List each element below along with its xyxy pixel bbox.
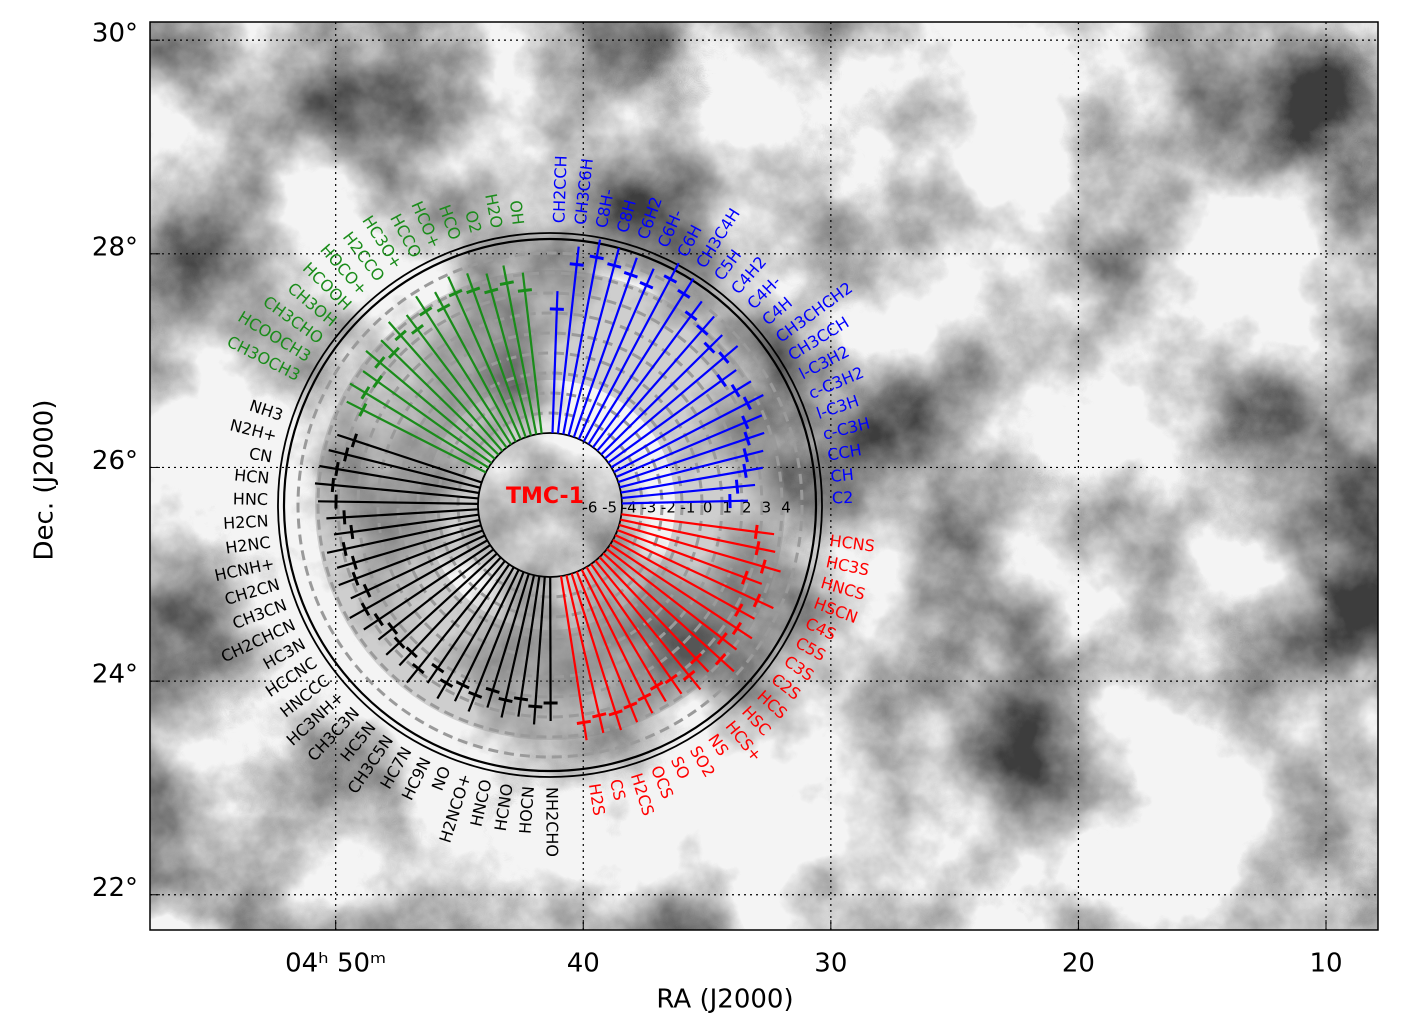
molecule-label: H2CN xyxy=(223,511,269,533)
abundance-marker xyxy=(736,480,737,494)
x-tick-label: 04ʰ 50ᵐ xyxy=(285,949,386,979)
abundance-marker xyxy=(577,721,591,723)
abundance-marker xyxy=(332,478,333,492)
abundance-marker xyxy=(528,706,542,707)
molecule-label: CH2CCH xyxy=(549,155,570,223)
molecule-label: CH xyxy=(830,465,855,486)
abundance-marker xyxy=(755,525,757,539)
radial-tick-label: -6 xyxy=(583,499,598,517)
x-axis-title: RA (J2000) xyxy=(656,985,793,1015)
molecule-label: OH xyxy=(506,199,528,226)
y-axis-title: Dec. (J2000) xyxy=(30,400,60,561)
x-tick-label: 10 xyxy=(1309,949,1342,979)
radial-tick-label: 4 xyxy=(781,499,791,517)
x-tick-label: 20 xyxy=(1062,949,1095,979)
abundance-marker xyxy=(514,698,528,700)
radial-tick-label: -3 xyxy=(641,499,656,517)
molecule-label: CN xyxy=(248,444,274,467)
molecule-label: HOCN xyxy=(516,785,538,834)
molecule-label: HNC xyxy=(233,489,268,509)
y-tick-label: 26° xyxy=(92,446,138,476)
radial-tick-label: 3 xyxy=(762,499,772,517)
abundance-marker xyxy=(570,264,584,266)
x-tick-label: 40 xyxy=(567,949,600,979)
molecule-label: HCN xyxy=(233,466,270,488)
y-tick-label: 24° xyxy=(92,660,138,690)
center-label: TMC-1 xyxy=(506,484,584,509)
molecule-label: C2 xyxy=(832,488,854,507)
abundance-marker xyxy=(518,290,532,292)
abundance-marker xyxy=(351,525,353,539)
y-tick-label: 28° xyxy=(92,232,138,262)
y-tick-label: 30° xyxy=(92,19,138,49)
molecule-label: NH2CHO xyxy=(542,787,561,857)
x-tick-label: 30 xyxy=(814,949,847,979)
abundance-marker xyxy=(344,510,345,524)
y-tick-label: 22° xyxy=(92,873,138,903)
radial-tick-label: -5 xyxy=(602,499,617,517)
